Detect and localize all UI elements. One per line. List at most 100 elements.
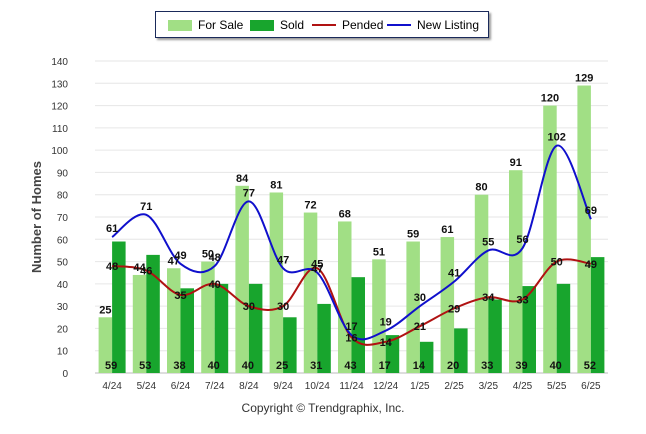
sold-bar [146, 254, 160, 373]
pended-value-label: 46 [140, 265, 152, 277]
y-tick-label: 50 [57, 258, 69, 269]
pended-value-label: 29 [448, 303, 460, 315]
sold-value-label: 40 [242, 360, 254, 372]
new-listing-value-label: 55 [482, 236, 494, 248]
new-listing-swatch [387, 24, 411, 26]
bars [98, 85, 605, 374]
for-sale-value-label: 84 [236, 173, 249, 185]
sold-value-label: 33 [481, 360, 493, 372]
for-sale-bar [509, 170, 523, 373]
y-axis: 0 10 20 30 40 50 60 70 80 90 100 110 120 130 140 [51, 57, 68, 380]
for-sale-bar [98, 317, 113, 373]
sold-value-label: 20 [447, 360, 459, 372]
sold-value-label: 25 [276, 360, 288, 372]
for-sale-value-label: 91 [510, 157, 522, 169]
y-tick-label: 40 [57, 280, 69, 291]
legend-label-new-listing: New Listing [417, 18, 480, 32]
pended-value-label: 47 [311, 263, 323, 275]
y-tick-label: 90 [57, 168, 69, 179]
pended-value-label: 16 [345, 332, 357, 344]
new-listing-value-label: 49 [174, 250, 186, 262]
pended-value-label: 49 [585, 259, 597, 271]
y-tick-label: 70 [57, 213, 69, 224]
x-tick-label: 4/24 [102, 381, 122, 392]
x-tick-label: 1/25 [410, 381, 430, 392]
x-tick-label: 6/25 [581, 381, 601, 392]
y-tick-label: 80 [57, 191, 69, 202]
new-listing-value-label: 56 [516, 234, 528, 246]
for-sale-value-label: 120 [541, 93, 559, 105]
y-tick-label: 140 [51, 57, 68, 68]
sold-bar [317, 303, 331, 373]
x-tick-label: 12/24 [373, 381, 398, 392]
pended-value-label: 50 [551, 257, 563, 269]
legend-item-sold: Sold [250, 18, 304, 32]
y-tick-label: 10 [57, 347, 69, 358]
for-sale-bar [406, 241, 420, 373]
legend-label-pended: Pended [342, 18, 384, 32]
for-sale-bar [201, 261, 215, 373]
for-sale-value-label: 47 [168, 255, 180, 267]
sold-bar [112, 241, 126, 373]
x-tick-label: 5/24 [137, 381, 157, 392]
for-sale-value-label: 51 [373, 246, 385, 258]
sold-value-label: 40 [208, 360, 220, 372]
y-tick-label: 30 [57, 302, 69, 313]
legend-label-for-sale: For Sale [198, 18, 244, 32]
sold-value-label: 53 [139, 360, 151, 372]
x-tick-label: 10/24 [305, 381, 330, 392]
x-tick-label: 2/25 [444, 381, 464, 392]
y-tick-label: 110 [52, 124, 68, 135]
new-listing-value-label: 19 [380, 317, 392, 329]
pended-value-label: 30 [243, 301, 255, 313]
sold-bar [351, 277, 365, 373]
for-sale-value-label: 72 [304, 200, 316, 212]
legend-item-pended: Pended [312, 18, 383, 32]
sold-bar [419, 341, 434, 373]
y-tick-label: 100 [51, 146, 68, 157]
sold-bar [522, 286, 536, 373]
pended-value-label: 35 [174, 290, 186, 302]
for-sale-value-label: 44 [133, 262, 146, 274]
y-tick-label: 60 [57, 235, 69, 246]
x-tick-label: 11/24 [339, 381, 364, 392]
lines [111, 144, 592, 346]
sold-bar [248, 283, 263, 373]
for-sale-bar [235, 185, 249, 373]
sold-value-label: 43 [344, 360, 356, 372]
data-labels: 25 44 47 50 84 81 72 68 51 59 61 80 91 120 129 59 53 38 40… [99, 73, 597, 372]
for-sale-bar [167, 268, 181, 373]
y-tick-label: 120 [51, 102, 68, 113]
new-listing-value-label: 30 [414, 292, 426, 304]
copyright-footer: Copyright © Trendgraphix, Inc. [241, 401, 405, 415]
sold-bar [385, 335, 400, 373]
x-tick-label: 3/25 [479, 381, 499, 392]
for-sale-bar [269, 192, 284, 373]
x-tick-label: 6/24 [171, 381, 191, 392]
pended-value-label: 48 [106, 261, 118, 273]
for-sale-bar [303, 212, 318, 373]
for-sale-value-label: 81 [270, 179, 282, 191]
new-listing-value-label: 17 [345, 321, 357, 333]
for-sale-bar [132, 274, 147, 373]
sold-swatch [250, 19, 274, 31]
sold-bar [590, 257, 605, 373]
for-sale-value-label: 80 [475, 182, 487, 194]
new-listing-value-label: 45 [311, 259, 323, 271]
new-listing-value-label: 61 [106, 223, 118, 235]
new-listing-value-label: 47 [277, 254, 289, 266]
sold-value-label: 52 [584, 360, 596, 372]
legend-label-sold: Sold [280, 18, 305, 32]
new-listing-value-label: 41 [448, 268, 460, 280]
pended-value-label: 21 [414, 321, 426, 333]
sold-value-label: 14 [413, 360, 426, 372]
x-tick-label: 4/25 [513, 381, 533, 392]
sold-bar [214, 283, 229, 373]
for-sale-bar [474, 194, 489, 373]
for-sale-value-label: 68 [339, 208, 351, 220]
sold-value-label: 59 [105, 360, 117, 372]
sold-bar [556, 283, 571, 373]
for-sale-bar [543, 105, 557, 374]
sold-value-label: 31 [310, 360, 322, 372]
for-sale-swatch [168, 19, 192, 31]
